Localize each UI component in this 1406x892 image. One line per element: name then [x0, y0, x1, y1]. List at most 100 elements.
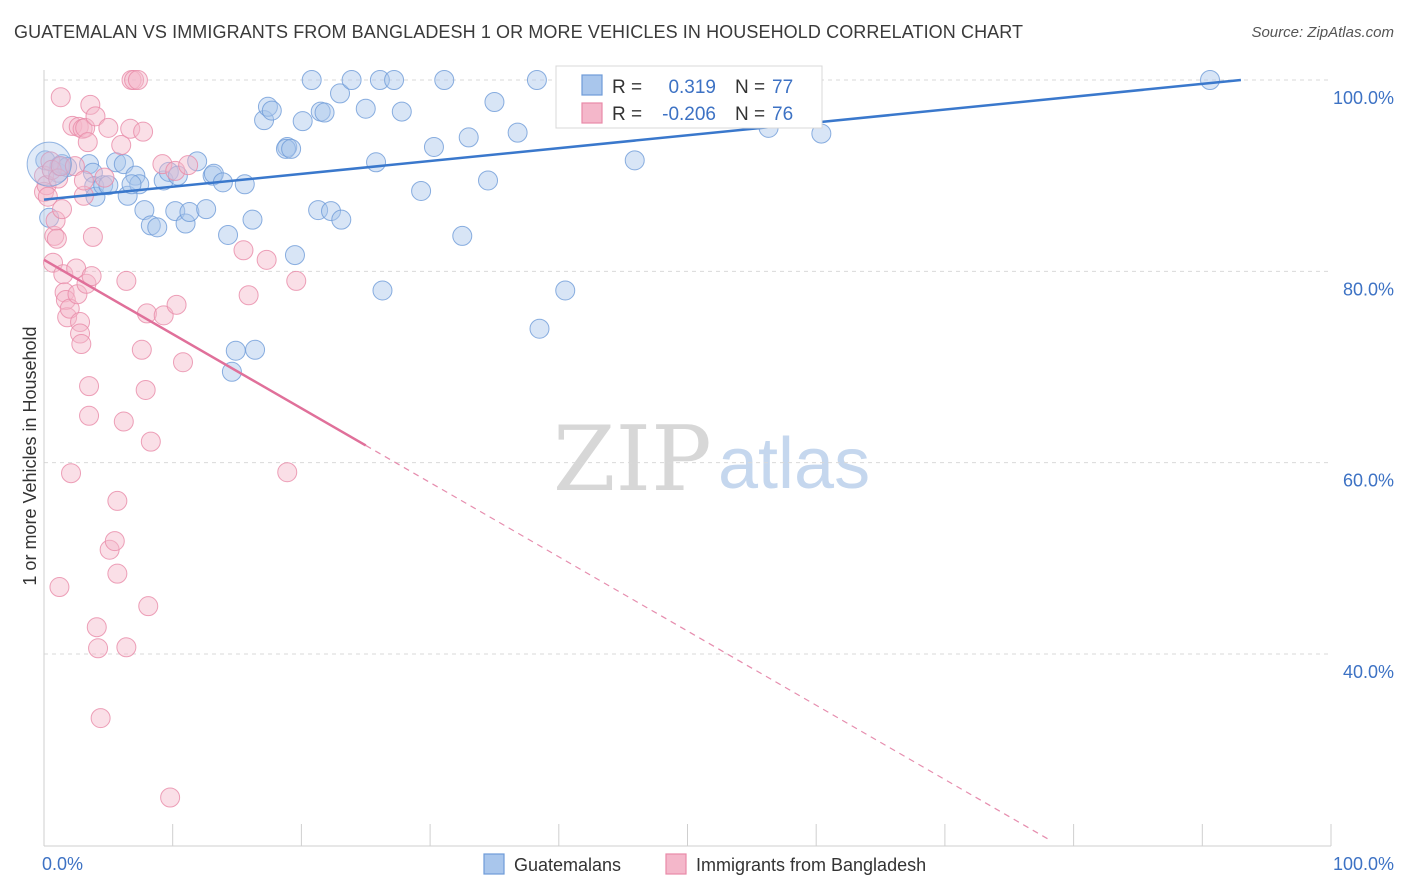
bangladesh-point	[71, 334, 92, 355]
bangladesh-point	[107, 563, 128, 584]
bangladesh-point	[86, 617, 107, 638]
bangladesh-point	[52, 199, 73, 220]
bangladesh-point	[57, 307, 78, 328]
bangladesh-point	[111, 135, 132, 156]
stats-r-label-pink: R =	[612, 104, 642, 125]
bangladesh-point	[94, 167, 115, 188]
guatemalan-point	[147, 217, 168, 238]
bangladesh-point	[120, 118, 141, 139]
guatemalan-point	[85, 186, 106, 207]
guatemalan-point	[555, 280, 576, 301]
guatemalan-point	[411, 180, 432, 201]
source-label: Source: ZipAtlas.com	[1251, 24, 1394, 41]
bangladesh-point	[88, 638, 109, 659]
bangladesh-point	[50, 87, 71, 108]
bangladesh-point	[81, 266, 102, 287]
bangladesh-point	[113, 411, 134, 432]
bangladesh-point	[127, 70, 148, 90]
bangladesh-point	[286, 270, 307, 291]
bangladesh-point	[80, 94, 101, 115]
guatemalan-point	[366, 152, 387, 173]
bangladesh-point	[107, 490, 128, 511]
guatemalan-point	[121, 174, 142, 195]
guatemalan-point	[1200, 70, 1221, 90]
bangladesh-point	[79, 405, 100, 426]
guatemalan-point	[331, 209, 352, 230]
guatemalan-point	[330, 83, 351, 104]
guatemalan-point	[257, 96, 278, 117]
guatemalan-point	[261, 100, 282, 121]
guatemalan-point	[526, 70, 547, 90]
stats-n-value-pink: 76	[772, 104, 793, 125]
bangladesh-point	[152, 154, 173, 175]
guatemalan-point	[434, 70, 455, 90]
guatemalan-point	[218, 224, 239, 245]
bangladesh-point	[98, 117, 119, 138]
stats-n-value-blue: 77	[772, 77, 793, 98]
legend-swatch-bangladesh	[665, 853, 687, 875]
guatemalan-point	[372, 280, 393, 301]
bangladesh-point	[54, 282, 75, 303]
bangladesh-point	[82, 226, 103, 247]
legend-label-guatemalans: Guatemalans	[514, 855, 621, 875]
guatemalan-point	[196, 199, 217, 220]
stats-box: R = 0.319 N = 77 R = -0.206 N = 76	[555, 65, 823, 129]
bangladesh-point	[79, 376, 100, 397]
guatemalan-point	[355, 98, 376, 119]
bangladesh-point	[70, 312, 91, 333]
bangladesh-point	[178, 155, 199, 176]
bangladesh-point	[104, 531, 125, 552]
bangladesh-point	[44, 225, 65, 246]
chart-title: GUATEMALAN VS IMMIGRANTS FROM BANGLADESH…	[14, 22, 1024, 42]
stats-r-label-blue: R =	[612, 77, 642, 98]
bangladesh-point	[116, 270, 137, 291]
guatemalan-point	[281, 138, 302, 159]
guatemalan-point	[452, 225, 473, 246]
bangladesh-point	[37, 186, 58, 207]
legend-swatch-guatemalans	[483, 853, 505, 875]
bangladesh-point	[116, 637, 137, 658]
stats-swatch-blue	[581, 74, 603, 96]
legend-label-bangladesh: Immigrants from Bangladesh	[696, 855, 926, 875]
x-tick-label: 100.0%	[1333, 854, 1394, 874]
guatemalan-trend-line	[43, 78, 1242, 201]
bangladesh-point	[40, 151, 61, 172]
stats-n-label-pink: N =	[735, 104, 765, 125]
guatemalan-point	[507, 122, 528, 143]
guatemalan-point	[341, 70, 362, 90]
guatemalan-point	[292, 111, 313, 132]
bangladesh-point	[238, 285, 259, 306]
y-tick-label: 80.0%	[1343, 279, 1394, 299]
guatemalan-point	[391, 101, 412, 122]
bangladesh-point	[85, 106, 106, 127]
bangladesh-point	[49, 577, 70, 598]
stats-r-value-pink: -0.206	[662, 104, 716, 125]
bangladesh-point	[90, 708, 111, 729]
guatemalan-point	[202, 165, 223, 186]
guatemalan-point	[484, 92, 505, 113]
x-tick-label: 0.0%	[42, 854, 83, 874]
watermark-zip: ZIP	[553, 407, 712, 512]
bangladesh-point	[256, 249, 277, 270]
guatemalan-point	[221, 361, 242, 382]
y-axis-label: 1 or more Vehicles in Household	[20, 326, 40, 585]
trend-lines	[43, 78, 1242, 447]
bangladesh-point	[160, 787, 181, 808]
bangladesh-point	[73, 170, 94, 191]
bangladesh-point	[77, 132, 98, 153]
guatemalan-point	[321, 201, 342, 222]
guatemalan-point	[384, 70, 405, 90]
bangladesh-point	[131, 339, 152, 360]
guatemalan-point	[284, 245, 305, 266]
guatemalan-point	[175, 213, 196, 234]
bangladesh-trend-line	[43, 258, 367, 447]
stats-n-label-blue: N =	[735, 77, 765, 98]
guatemalan-point	[225, 340, 246, 361]
bangladesh-point	[70, 323, 91, 344]
guatemalan-point	[314, 102, 335, 123]
bangladesh-point	[277, 462, 298, 483]
bangladesh-point	[135, 379, 156, 400]
guatemalan-point	[242, 209, 263, 230]
bangladesh-point	[140, 431, 161, 452]
bangladesh-point	[48, 168, 69, 189]
